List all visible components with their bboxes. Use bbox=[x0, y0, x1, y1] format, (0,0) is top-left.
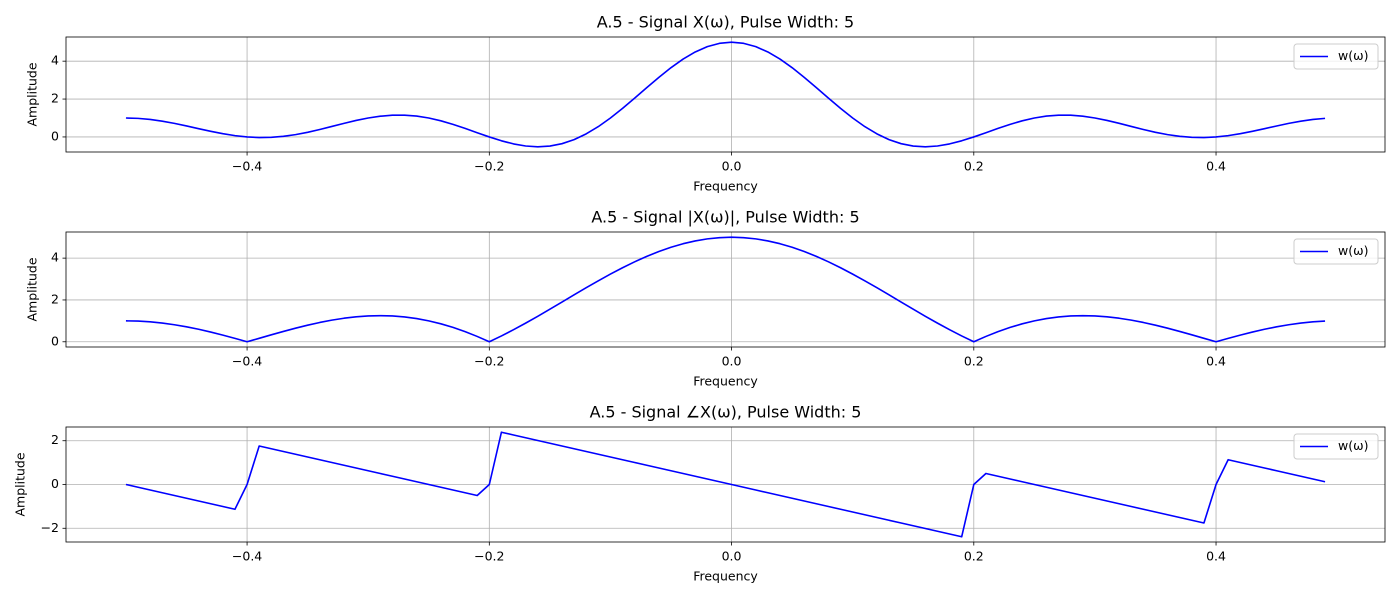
x-axis-label: Frequency bbox=[693, 179, 758, 194]
x-axis-label: Frequency bbox=[693, 374, 758, 389]
subplot: −0.4 −0.2 0.0 0.2 0.4 0 2 4 A.5 - Signal X(ω), P… bbox=[25, 13, 1386, 194]
data-line bbox=[125, 236, 1326, 343]
data-line bbox=[125, 431, 1326, 538]
y-tick-label: −2 bbox=[41, 520, 59, 535]
plot-area bbox=[125, 431, 1326, 538]
x-tick-label: 0.4 bbox=[1206, 549, 1226, 564]
legend-box bbox=[1293, 238, 1379, 265]
x-tick-label: −0.4 bbox=[232, 549, 262, 564]
x-tick-label: 0.0 bbox=[722, 354, 742, 369]
plot-area bbox=[125, 41, 1326, 148]
x-tick-label: 0.2 bbox=[964, 354, 984, 369]
x-tick-label: 0.0 bbox=[722, 159, 742, 174]
subplot: −0.4 −0.2 0.0 0.2 0.4 −2 0 2 A.5 - Signal ∠X(ω),… bbox=[13, 403, 1386, 584]
subplot: −0.4 −0.2 0.0 0.2 0.4 0 2 4 A.5 - Signal |X(ω)|,… bbox=[25, 208, 1386, 389]
x-tick-label: 0.2 bbox=[964, 159, 984, 174]
x-axis-label: Frequency bbox=[693, 569, 758, 584]
legend: w(ω) bbox=[1293, 43, 1379, 70]
y-axis-label: Amplitude bbox=[25, 257, 40, 321]
subplot-title: A.5 - Signal X(ω), Pulse Width: 5 bbox=[597, 13, 854, 32]
legend-label: w(ω) bbox=[1338, 438, 1368, 453]
x-tick-label: 0.4 bbox=[1206, 159, 1226, 174]
x-tick-label: −0.4 bbox=[232, 354, 262, 369]
legend-box bbox=[1293, 433, 1379, 460]
y-axis-label: Amplitude bbox=[13, 452, 28, 516]
y-tick-label: 4 bbox=[51, 53, 59, 68]
y-tick-label: 0 bbox=[51, 333, 59, 348]
x-tick-label: −0.2 bbox=[474, 354, 504, 369]
y-tick-label: 2 bbox=[51, 432, 59, 447]
axes-frame bbox=[65, 231, 1386, 348]
x-tick-label: 0.4 bbox=[1206, 354, 1226, 369]
plot-area bbox=[125, 236, 1326, 343]
x-tick-label: 0.2 bbox=[964, 549, 984, 564]
data-line bbox=[125, 41, 1326, 148]
axes-frame bbox=[65, 426, 1386, 543]
subplot-title: A.5 - Signal |X(ω)|, Pulse Width: 5 bbox=[591, 208, 859, 227]
x-tick-label: −0.2 bbox=[474, 159, 504, 174]
y-tick-label: 2 bbox=[51, 291, 59, 306]
legend-box bbox=[1293, 43, 1379, 70]
x-tick-label: −0.2 bbox=[474, 549, 504, 564]
legend-label: w(ω) bbox=[1338, 48, 1368, 63]
legend: w(ω) bbox=[1293, 238, 1379, 265]
y-tick-label: 2 bbox=[51, 91, 59, 106]
y-axis-label: Amplitude bbox=[25, 62, 40, 126]
x-tick-label: −0.4 bbox=[232, 159, 262, 174]
subplot-title: A.5 - Signal ∠X(ω), Pulse Width: 5 bbox=[590, 403, 862, 422]
y-tick-label: 0 bbox=[51, 476, 59, 491]
axes-frame bbox=[65, 36, 1386, 153]
legend: w(ω) bbox=[1293, 433, 1379, 460]
y-tick-label: 0 bbox=[51, 128, 59, 143]
x-tick-label: 0.0 bbox=[722, 549, 742, 564]
y-tick-label: 4 bbox=[51, 250, 59, 265]
legend-label: w(ω) bbox=[1338, 243, 1368, 258]
